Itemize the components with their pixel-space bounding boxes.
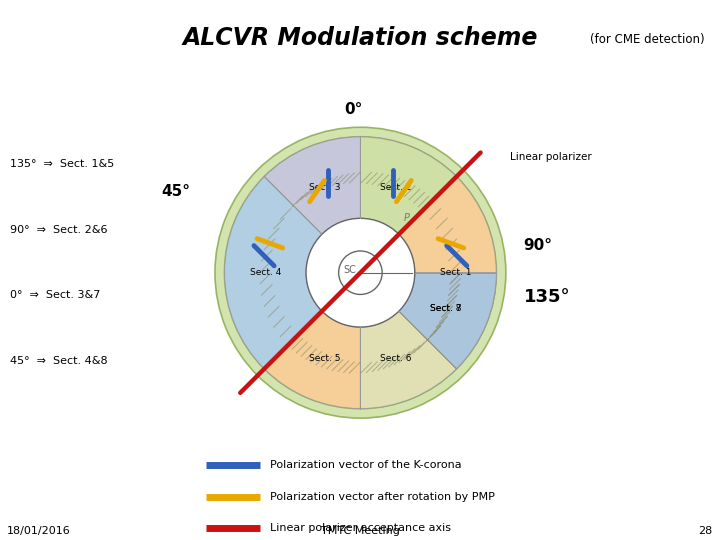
- Wedge shape: [399, 177, 496, 369]
- Text: 90°: 90°: [523, 238, 552, 253]
- Wedge shape: [361, 311, 456, 409]
- Circle shape: [338, 251, 382, 294]
- Text: Sect. 2: Sect. 2: [380, 183, 411, 192]
- Text: P: P: [404, 213, 410, 224]
- Text: 45°: 45°: [161, 184, 191, 199]
- Text: Linear polarizer: Linear polarizer: [510, 152, 592, 162]
- Text: 18/01/2016: 18/01/2016: [7, 526, 71, 536]
- Text: 0°  ⇒  Sect. 3&7: 0° ⇒ Sect. 3&7: [10, 291, 101, 300]
- Wedge shape: [264, 311, 361, 409]
- Text: 135°: 135°: [523, 288, 570, 306]
- Wedge shape: [399, 273, 496, 369]
- Text: (for CME detection): (for CME detection): [590, 33, 705, 46]
- Text: Sect. 4: Sect. 4: [250, 268, 281, 277]
- Text: 90°  ⇒  Sect. 2&6: 90° ⇒ Sect. 2&6: [10, 225, 108, 235]
- Wedge shape: [225, 177, 322, 369]
- Text: Polarization vector after rotation by PMP: Polarization vector after rotation by PM…: [270, 491, 495, 502]
- Text: Linear polarizer acceptance axis: Linear polarizer acceptance axis: [270, 523, 451, 532]
- Text: r: r: [375, 252, 379, 261]
- Text: 135°  ⇒  Sect. 1&5: 135° ⇒ Sect. 1&5: [10, 159, 114, 169]
- Text: Sect. 6: Sect. 6: [380, 354, 412, 362]
- Text: Sect. 3: Sect. 3: [310, 183, 341, 192]
- Wedge shape: [361, 137, 456, 234]
- Wedge shape: [264, 137, 361, 234]
- Text: Sect. 5: Sect. 5: [310, 354, 341, 362]
- Circle shape: [306, 218, 415, 327]
- Text: 45°  ⇒  Sect. 4&8: 45° ⇒ Sect. 4&8: [10, 356, 108, 366]
- Text: Polarization vector of the K-corona: Polarization vector of the K-corona: [270, 461, 462, 470]
- Wedge shape: [215, 127, 506, 418]
- Text: 0°: 0°: [344, 102, 363, 117]
- Text: ALCVR Modulation scheme: ALCVR Modulation scheme: [182, 26, 538, 50]
- Text: Sect. 7: Sect. 7: [430, 303, 462, 313]
- Text: Sect. 8: Sect. 8: [430, 303, 462, 313]
- Text: TMTC Meeting: TMTC Meeting: [320, 526, 400, 536]
- Text: SC: SC: [343, 265, 356, 275]
- Wedge shape: [399, 273, 496, 369]
- Text: 28: 28: [698, 526, 713, 536]
- Text: Sect. 1: Sect. 1: [440, 268, 472, 277]
